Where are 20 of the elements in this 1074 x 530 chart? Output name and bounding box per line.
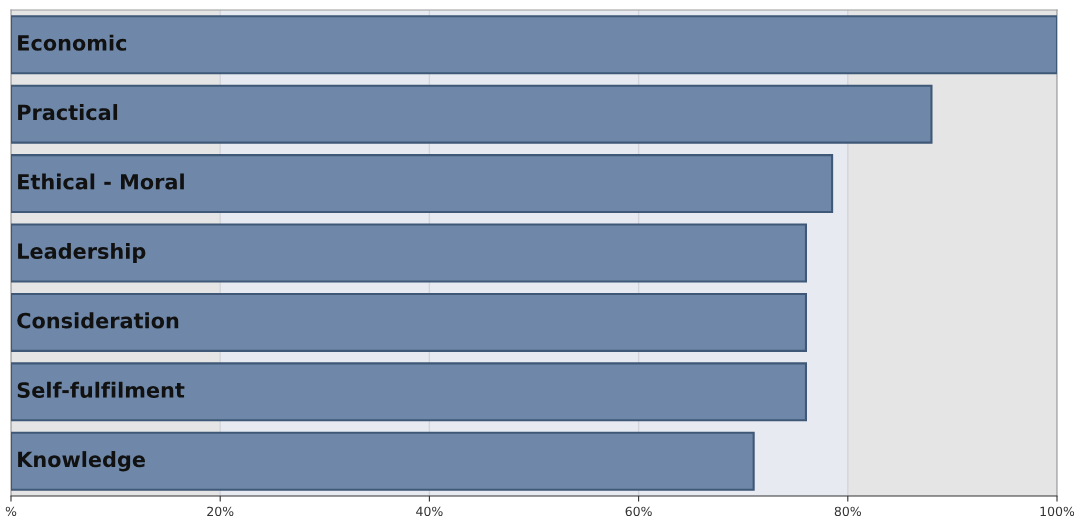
x-tick-label: 20%: [207, 506, 234, 517]
x-tick-label: %: [5, 506, 17, 517]
bar: [11, 431, 755, 491]
bar: [11, 292, 807, 352]
y-tick-label: Economic: [18, 34, 127, 51]
y-tick-label: Knowledge: [18, 451, 145, 472]
bar: [11, 84, 933, 144]
bar: [11, 362, 807, 422]
y-tick-label: Practical: [18, 104, 118, 121]
y-tick-label: Ethical - Moral: [18, 173, 184, 190]
x-tick-label: 80%: [834, 506, 861, 517]
bar: [11, 223, 807, 283]
y-tick-label: Self-fulfilment: [17, 381, 185, 398]
x-tick-label: 100%: [1040, 506, 1074, 517]
x-tick-label: 40%: [416, 506, 443, 517]
y-tick-label: Consideration: [17, 312, 179, 329]
bar: [11, 154, 834, 214]
x-tick-label: 60%: [625, 506, 652, 517]
bar: [11, 15, 1057, 75]
y-tick-label: Leadership: [18, 242, 146, 264]
